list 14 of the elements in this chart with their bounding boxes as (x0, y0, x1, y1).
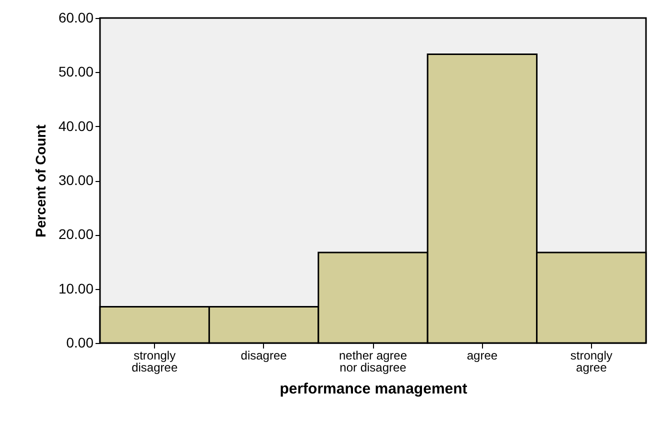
y-tick-label: 20.00 (58, 226, 94, 242)
y-tick-label: 0.00 (66, 334, 94, 350)
y-tick-label: 30.00 (58, 172, 94, 188)
x-tick-label: nether agree nor disagree (338, 348, 408, 374)
y-tick-label: 50.00 (58, 64, 94, 80)
x-axis-title: performance management (280, 380, 468, 398)
x-tick-label: disagree (240, 348, 288, 362)
y-axis-title: Percent of Count (32, 124, 48, 238)
y-tick-label: 10.00 (58, 280, 94, 296)
y-tick-label: 40.00 (58, 118, 94, 134)
y-tick-label: 60.00 (58, 10, 94, 26)
x-tick-label: strongly agree (570, 348, 612, 374)
x-tick-label: strongly disagree (132, 348, 178, 374)
x-tick-label: agree (466, 348, 498, 362)
